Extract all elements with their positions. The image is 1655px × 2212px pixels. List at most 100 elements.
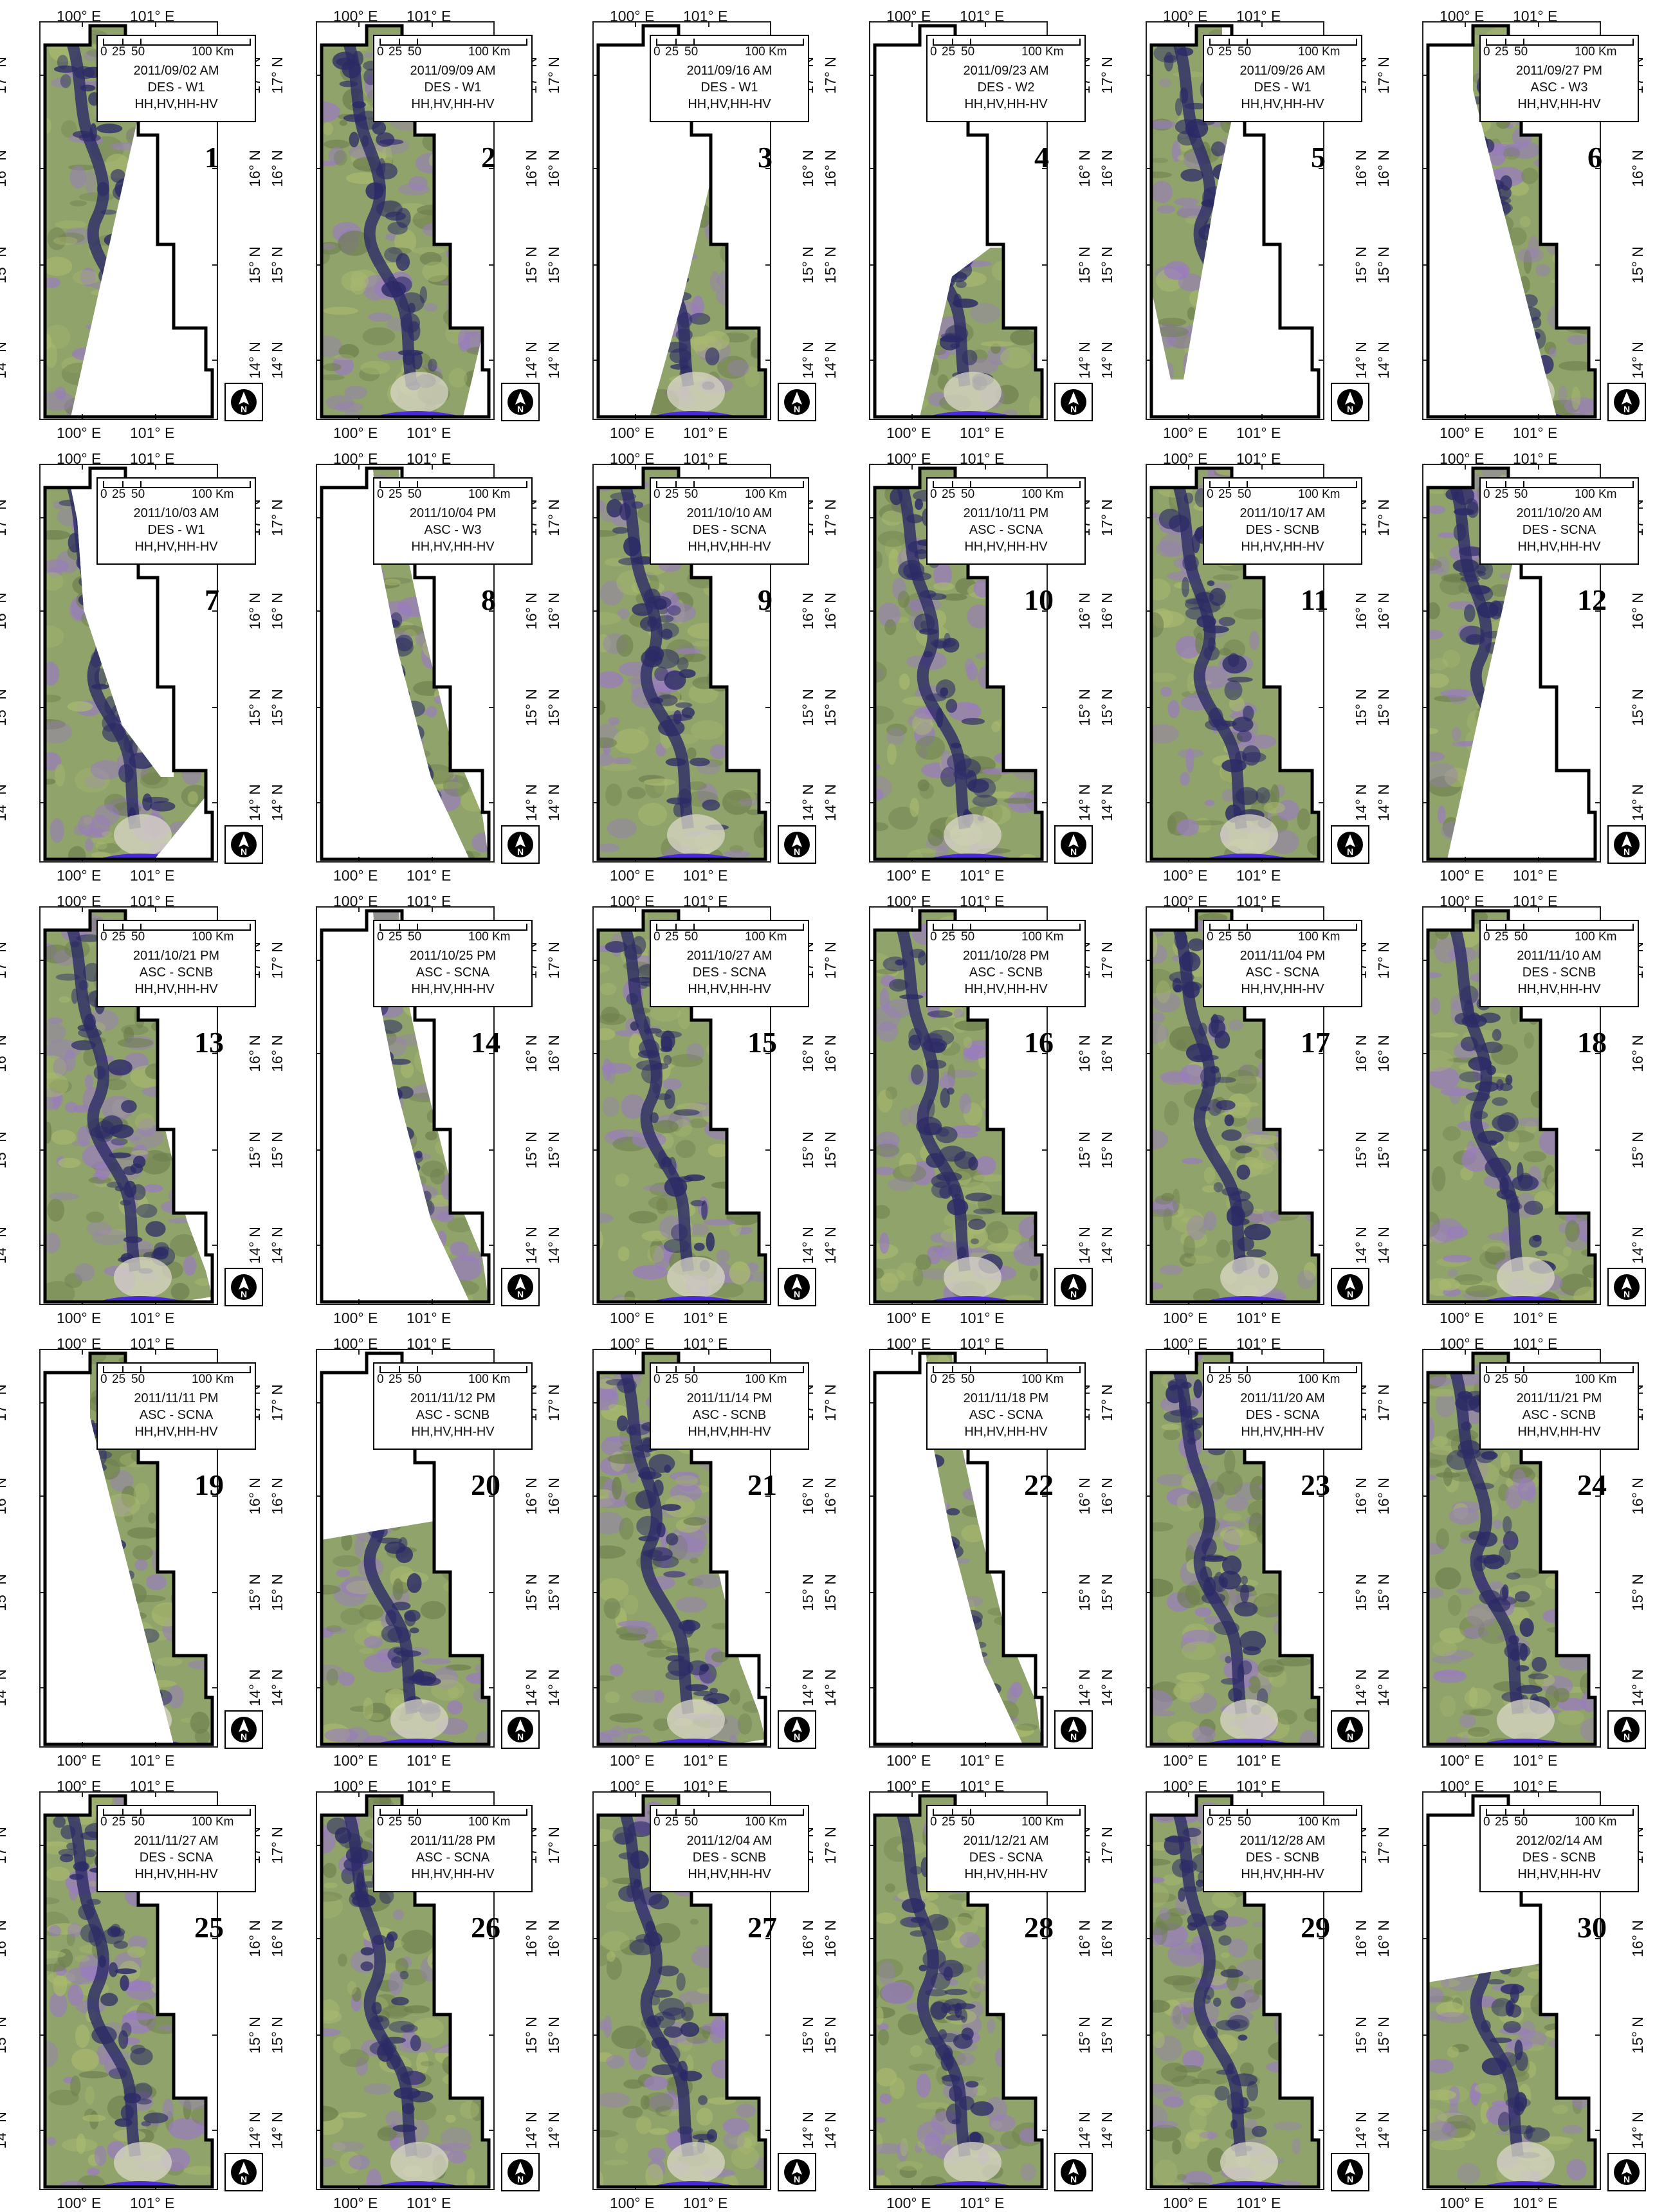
scale-label: 25 — [389, 1373, 402, 1385]
acquisition-pol: HH,HV,HH-HV — [1204, 540, 1361, 553]
scale-tick — [1229, 924, 1230, 929]
lat-label-left: 14° N — [1376, 1662, 1392, 1714]
scale-label: 0 — [1483, 46, 1490, 58]
lat-label-right: 14° N — [801, 2105, 816, 2156]
lon-label-bot: 101° E — [1513, 868, 1557, 883]
lon-label-bot: 100° E — [1163, 2196, 1207, 2211]
scale-label: 100 Km — [1298, 1816, 1340, 1828]
lat-label-right: 14° N — [1354, 334, 1369, 386]
svg-text:N: N — [1347, 404, 1353, 414]
acquisition-mode: ASC - SCNA — [98, 1409, 255, 1421]
lat-label-left: 16° N — [547, 1470, 562, 1522]
lat-label-left: 15° N — [1376, 682, 1392, 733]
lon-label-top: 101° E — [960, 452, 1004, 466]
acquisition-mode: DES - SCNA — [1481, 524, 1638, 536]
scale-label: 25 — [665, 1373, 679, 1385]
lat-label-right: 16° N — [801, 1913, 816, 1964]
acquisition-date: 2011/11/27 AM — [98, 1834, 255, 1847]
acquisition-date: 2011/10/27 AM — [651, 949, 808, 962]
scale-tick — [970, 1366, 971, 1372]
scale-label: 100 Km — [192, 931, 233, 943]
svg-text:N: N — [1623, 846, 1630, 857]
lon-label-bot: 100° E — [1440, 1753, 1484, 1768]
lat-label-left: 16° N — [270, 1470, 286, 1522]
north-arrow-icon: N — [1054, 1268, 1093, 1306]
scale-tick — [1523, 1809, 1524, 1814]
lat-label-left: 14° N — [823, 2105, 839, 2156]
svg-text:N: N — [1070, 1289, 1077, 1299]
scale-label: 50 — [1238, 46, 1251, 58]
acquisition-date: 2011/09/16 AM — [651, 64, 808, 77]
acquisition-pol: HH,HV,HH-HV — [928, 540, 1084, 553]
lat-label-right: 14° N — [1354, 777, 1369, 828]
lat-label-left: 16° N — [823, 1028, 839, 1079]
lat-label-left: 17° N — [0, 50, 9, 101]
panel-number: 26 — [471, 1913, 500, 1942]
lat-label-left: 16° N — [547, 1028, 562, 1079]
acquisition-pol: HH,HV,HH-HV — [98, 983, 255, 996]
lon-label-top: 101° E — [960, 9, 1004, 24]
acquisition-pol: HH,HV,HH-HV — [374, 98, 531, 111]
lat-label-right: 15° N — [524, 2009, 540, 2061]
scale-label: 100 Km — [192, 1373, 233, 1385]
acquisition-mode: DES - SCNB — [651, 1851, 808, 1864]
scale-label: 50 — [684, 1816, 698, 1828]
lon-label-bot: 101° E — [407, 2196, 451, 2211]
lat-label-left: 17° N — [270, 1820, 286, 1871]
lon-label-top: 100° E — [1163, 9, 1207, 24]
lat-label-left: 17° N — [547, 492, 562, 544]
lat-label-left: 14° N — [547, 1662, 562, 1714]
scale-label: 25 — [1218, 488, 1232, 500]
lat-label-right: 14° N — [248, 1220, 263, 1271]
scale-label: 100 Km — [468, 1816, 510, 1828]
lon-label-bot: 101° E — [1236, 2196, 1281, 2211]
lat-label-right: 16° N — [801, 1028, 816, 1079]
scale-tick — [693, 39, 695, 44]
svg-text:N: N — [241, 404, 247, 414]
acquisition-mode: ASC - W3 — [1481, 81, 1638, 94]
scale-label: 0 — [930, 1373, 937, 1385]
acquisition-pol: HH,HV,HH-HV — [1204, 98, 1361, 111]
north-arrow-icon: N — [1607, 2153, 1646, 2191]
svg-text:N: N — [241, 1732, 247, 1742]
lat-label-left: 16° N — [547, 1913, 562, 1964]
lat-label-left: 16° N — [270, 143, 286, 194]
lat-label-right: 14° N — [1631, 777, 1646, 828]
lon-label-bot: 100° E — [57, 426, 101, 441]
scale-label: 50 — [684, 931, 698, 943]
lon-label-top: 100° E — [1440, 9, 1484, 24]
scale-label: 100 Km — [1298, 488, 1340, 500]
lat-label-left: 14° N — [0, 2105, 9, 2156]
lon-label-bot: 101° E — [407, 426, 451, 441]
lon-label-bot: 101° E — [1513, 2196, 1557, 2211]
scale-tick — [140, 1809, 142, 1814]
lat-label-right: 16° N — [524, 1913, 540, 1964]
panel-number: 13 — [194, 1028, 224, 1057]
lat-label-left: 17° N — [0, 935, 9, 986]
scale-tick — [693, 1809, 695, 1814]
scale-label: 100 Km — [1021, 931, 1063, 943]
scale-label: 25 — [389, 1816, 402, 1828]
acquisition-pol: HH,HV,HH-HV — [374, 983, 531, 996]
acquisition-pol: HH,HV,HH-HV — [1481, 98, 1638, 111]
lat-label-right: 16° N — [248, 143, 263, 194]
lon-label-top: 101° E — [1513, 1779, 1557, 1794]
lat-label-right: 15° N — [1631, 239, 1646, 291]
scale-tick — [1229, 39, 1230, 44]
lat-label-left: 17° N — [1100, 492, 1115, 544]
scale-label: 25 — [112, 1816, 125, 1828]
scale-label: 25 — [389, 931, 402, 943]
